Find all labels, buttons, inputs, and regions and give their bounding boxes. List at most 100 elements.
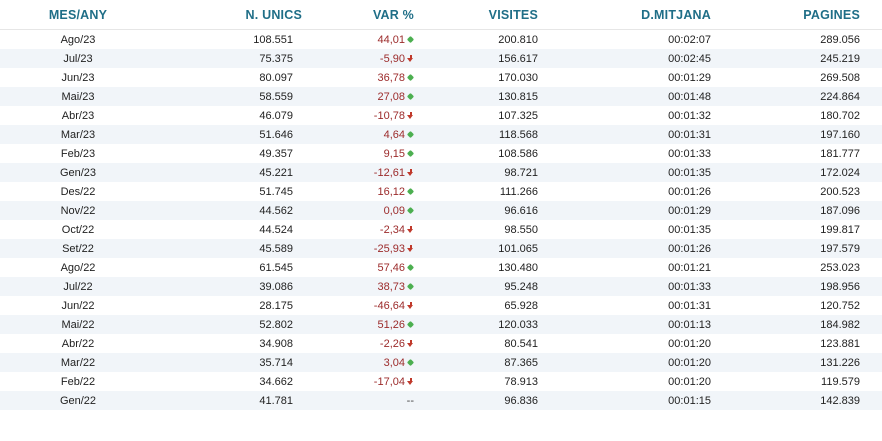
table-row: Ago/22 61.545 57,46 130.480 00:01:21 253.023: [0, 258, 882, 277]
period-cell: Mai/22: [61, 318, 95, 331]
variation-value-group: 38,73: [377, 281, 414, 293]
period-cell: Ago/22: [60, 261, 96, 274]
period-cell: Feb/23: [60, 147, 96, 160]
visits-cell: 118.568: [499, 128, 538, 141]
visits-cell: 200.810: [498, 33, 538, 46]
variation-cell: -12,61: [302, 163, 414, 182]
monthly-stats-table: MES/ANY N. UNICS VAR % VISITES D.MITJANA…: [0, 0, 882, 410]
table-row: Set/22 45.589 -25,93 101.065 00:01:26 197.579: [0, 239, 882, 258]
unique-visitors-cell: 75.375: [259, 52, 293, 65]
unique-visitors-cell: 51.646: [259, 128, 293, 141]
average-duration-cell: 00:01:20: [668, 375, 711, 388]
variation-value: --: [406, 394, 414, 407]
header-period[interactable]: MES/ANY: [0, 0, 156, 30]
variation-value: 51,26: [377, 318, 405, 331]
header-average-duration[interactable]: D.MITJANA: [538, 0, 711, 30]
variation-value: -2,26: [379, 337, 405, 350]
table-row: Abr/22 34.908 -2,26 80.541 00:01:20 123.881: [0, 334, 882, 353]
unique-visitors-cell: 58.559: [259, 90, 293, 103]
arrow-down-icon: [407, 54, 414, 63]
arrow-up-icon: [407, 36, 414, 44]
pages-cell: 181.777: [820, 147, 860, 160]
pages-cell: 198.956: [820, 280, 860, 293]
table-row: Jul/22 39.086 38,73 95.248 00:01:33 198.956: [0, 277, 882, 296]
visits-cell: 65.928: [504, 299, 538, 312]
unique-visitors-cell: 44.524: [259, 223, 293, 236]
arrow-up-icon: [407, 283, 414, 291]
visits-cell: 95.248: [504, 280, 538, 293]
variation-value-group: 44,01: [377, 34, 414, 46]
visits-cell: 156.617: [498, 52, 538, 65]
pages-cell: 253.023: [820, 261, 860, 274]
header-unique-visitors[interactable]: N. UNICS: [156, 0, 302, 30]
variation-value: -12,61: [373, 166, 405, 179]
visits-cell: 87.365: [504, 356, 538, 369]
variation-value-group: -2,26: [380, 338, 414, 350]
table-row: Mar/23 51.646 4,64 118.568 00:01:31 197.160: [0, 125, 882, 144]
arrow-down-icon: [407, 301, 414, 310]
variation-value: 0,09: [383, 204, 405, 217]
variation-value-group: 9,15: [384, 148, 414, 160]
visits-cell: 98.721: [504, 166, 538, 179]
arrow-up-icon: [407, 74, 414, 82]
variation-cell: -5,90: [302, 49, 414, 68]
arrow-up-icon: [407, 264, 414, 272]
table-row: Feb/23 49.357 9,15 108.586 00:01:33 181.777: [0, 144, 882, 163]
unique-visitors-cell: 51.745: [259, 185, 293, 198]
average-duration-cell: 00:01:33: [668, 147, 711, 160]
pages-cell: 172.024: [820, 166, 860, 179]
arrow-up-icon: [407, 131, 414, 139]
table-row: Mar/22 35.714 3,04 87.365 00:01:20 131.226: [0, 353, 882, 372]
table-header: MES/ANY N. UNICS VAR % VISITES D.MITJANA…: [0, 0, 882, 30]
arrow-down-icon: [407, 111, 414, 120]
variation-value: 57,46: [377, 261, 405, 274]
unique-visitors-cell: 45.589: [259, 242, 293, 255]
unique-visitors-cell: 108.551: [253, 33, 293, 46]
variation-cell: 27,08: [302, 87, 414, 106]
variation-value-group: 27,08: [377, 91, 414, 103]
visits-cell: 80.541: [504, 337, 538, 350]
variation-value: -46,64: [373, 299, 405, 312]
variation-value-group: 3,04: [384, 357, 414, 369]
variation-value: -5,90: [379, 52, 405, 65]
pages-cell: 200.523: [820, 185, 860, 198]
average-duration-cell: 00:01:26: [668, 242, 711, 255]
variation-value: 44,01: [377, 33, 405, 46]
header-variation[interactable]: VAR %: [302, 0, 414, 30]
visits-cell: 130.815: [498, 90, 538, 103]
variation-value-group: 16,12: [377, 186, 414, 198]
pages-cell: 119.579: [821, 375, 860, 388]
period-cell: Gen/22: [59, 394, 97, 407]
variation-value-group: -17,04: [374, 376, 414, 388]
period-cell: Jul/22: [63, 280, 93, 293]
period-cell: Oct/22: [61, 223, 95, 236]
pages-cell: 187.096: [820, 204, 860, 217]
variation-value-group: -12,61: [374, 167, 414, 179]
table-row: Abr/23 46.079 -10,78 107.325 00:01:32 180.702: [0, 106, 882, 125]
table-row: Mai/22 52.802 51,26 120.033 00:01:13 184.982: [0, 315, 882, 334]
variation-value-group: --: [407, 395, 414, 407]
pages-cell: 199.817: [820, 223, 860, 236]
variation-value: 9,15: [383, 147, 405, 160]
variation-cell: -10,78: [302, 106, 414, 125]
unique-visitors-cell: 39.086: [259, 280, 293, 293]
period-cell: Mar/22: [60, 356, 96, 369]
period-cell: Des/22: [60, 185, 96, 198]
header-pages[interactable]: PAGINES: [711, 0, 882, 30]
visits-cell: 170.030: [498, 71, 538, 84]
pages-cell: 184.982: [820, 318, 860, 331]
variation-value-group: -10,78: [374, 110, 414, 122]
average-duration-cell: 00:01:31: [668, 299, 711, 312]
average-duration-cell: 00:01:31: [668, 128, 711, 141]
visits-cell: 111.266: [499, 185, 538, 198]
average-duration-cell: 00:01:20: [668, 337, 711, 350]
variation-cell: -2,26: [302, 334, 414, 353]
pages-cell: 131.226: [820, 356, 860, 369]
header-visits[interactable]: VISITES: [414, 0, 538, 30]
table-row: Jun/23 80.097 36,78 170.030 00:01:29 269.508: [0, 68, 882, 87]
pages-cell: 224.864: [820, 90, 860, 103]
arrow-up-icon: [407, 93, 414, 101]
pages-cell: 197.579: [820, 242, 860, 255]
unique-visitors-cell: 34.662: [259, 375, 293, 388]
visits-cell: 96.616: [504, 204, 538, 217]
